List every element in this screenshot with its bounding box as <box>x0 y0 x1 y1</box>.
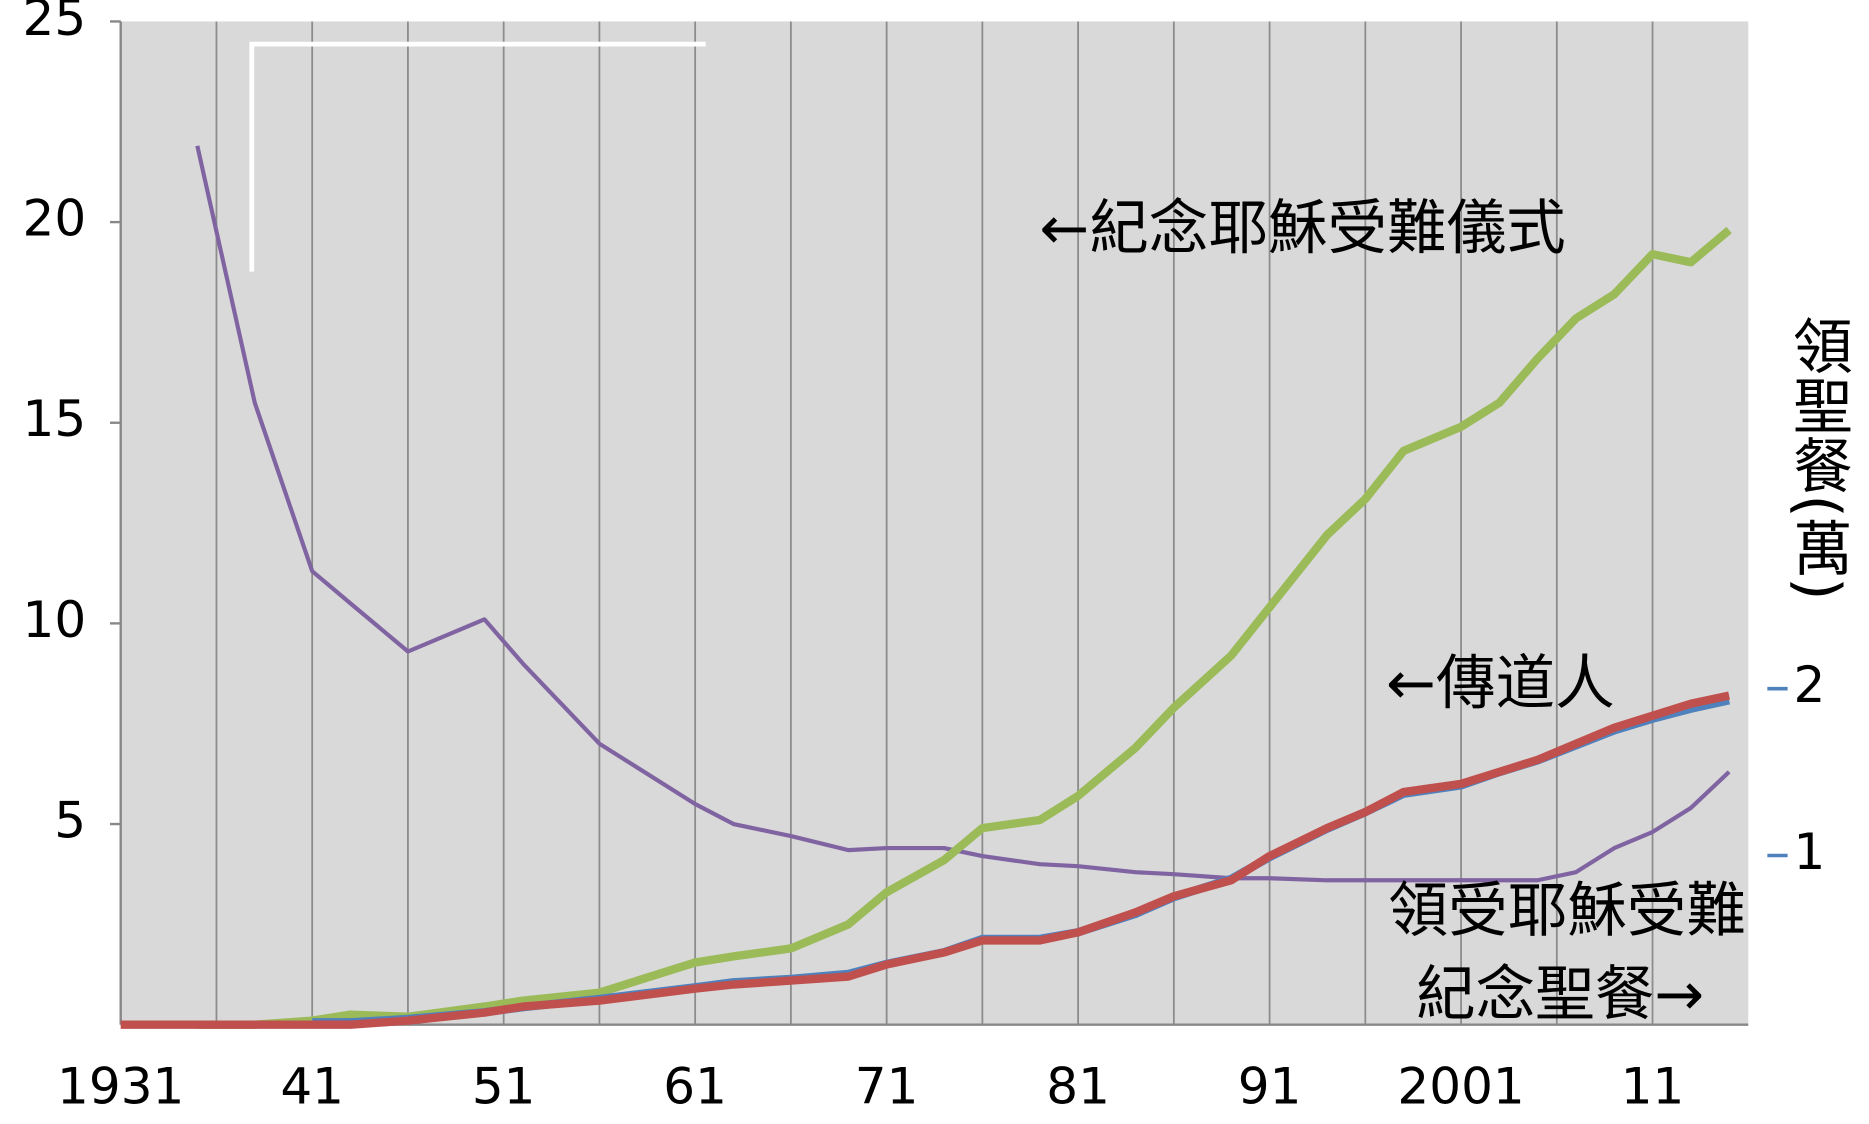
x-tick-label: 51 <box>472 1058 536 1116</box>
x-tick-label: 11 <box>1621 1058 1685 1116</box>
y-tick-label: 15 <box>22 390 86 448</box>
x-tick-label: 1931 <box>57 1058 184 1116</box>
y-tick-label: 5 <box>54 792 86 850</box>
y-tick-label: 10 <box>22 591 86 649</box>
annotation: ←傳道人 <box>1386 650 1615 719</box>
series-line <box>120 691 1730 1029</box>
y-tick-label: 25 <box>22 0 86 47</box>
x-tick-label: 41 <box>280 1058 344 1116</box>
decoration <box>249 41 706 272</box>
x-tick-label: 61 <box>663 1058 727 1116</box>
y-tick-label: 20 <box>22 190 86 248</box>
x-tick-label: 71 <box>855 1058 919 1116</box>
y2-axis-label: 領聖餐(萬) <box>1783 316 1852 601</box>
x-tick-label: 2001 <box>1397 1058 1524 1116</box>
annotation: 領受耶穌受難 <box>1389 877 1746 946</box>
annotation: ←紀念耶穌受難儀式 <box>1039 194 1565 263</box>
x-tick-label: 81 <box>1046 1058 1110 1116</box>
plot-area <box>120 21 1749 1025</box>
y2-tick-label: 2 <box>1794 656 1826 714</box>
series-line <box>195 145 1731 883</box>
series-line <box>197 226 1732 1029</box>
y2-tick-label: 1 <box>1794 823 1826 881</box>
x-tick-label: 91 <box>1238 1058 1302 1116</box>
annotation: 紀念聖餐→ <box>1416 961 1704 1030</box>
